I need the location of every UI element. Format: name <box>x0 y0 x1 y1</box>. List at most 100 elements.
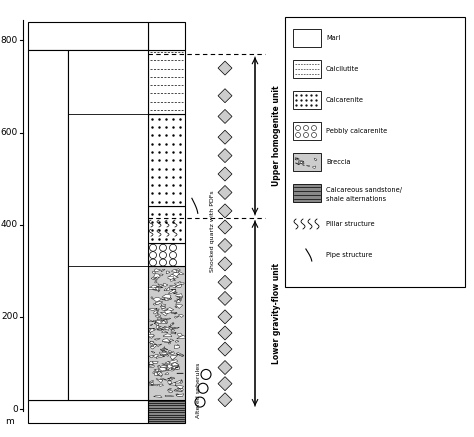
Polygon shape <box>163 347 164 350</box>
Polygon shape <box>218 291 232 305</box>
Polygon shape <box>148 336 155 338</box>
Text: Cacarajícara Formation: Cacarajícara Formation <box>44 174 53 275</box>
Polygon shape <box>175 332 176 334</box>
Bar <box>148 22 185 50</box>
Polygon shape <box>147 366 155 368</box>
Polygon shape <box>155 287 163 288</box>
Polygon shape <box>154 274 160 278</box>
Polygon shape <box>164 319 167 322</box>
Text: Pipe structure: Pipe structure <box>326 252 373 258</box>
Polygon shape <box>167 378 170 379</box>
Bar <box>293 91 321 109</box>
Polygon shape <box>163 334 172 336</box>
Polygon shape <box>154 323 158 326</box>
Polygon shape <box>148 319 154 322</box>
Polygon shape <box>160 349 164 350</box>
Polygon shape <box>172 368 173 370</box>
Polygon shape <box>170 352 174 354</box>
Polygon shape <box>176 284 182 288</box>
Polygon shape <box>176 269 180 271</box>
Polygon shape <box>148 363 154 364</box>
Polygon shape <box>162 368 167 371</box>
Polygon shape <box>150 324 153 326</box>
Polygon shape <box>155 322 156 324</box>
Text: Ancón Formation: Ancón Formation <box>51 31 125 40</box>
Polygon shape <box>154 269 161 272</box>
Polygon shape <box>156 309 159 310</box>
Polygon shape <box>154 311 159 314</box>
Polygon shape <box>156 372 161 376</box>
Polygon shape <box>159 352 167 354</box>
Polygon shape <box>218 257 232 271</box>
Polygon shape <box>157 329 164 330</box>
Polygon shape <box>167 389 172 390</box>
Polygon shape <box>174 380 182 383</box>
Polygon shape <box>172 270 177 272</box>
Polygon shape <box>168 289 176 294</box>
Polygon shape <box>168 350 173 353</box>
Polygon shape <box>168 298 171 300</box>
Polygon shape <box>164 310 172 314</box>
Polygon shape <box>164 335 166 336</box>
Text: 0: 0 <box>12 405 18 413</box>
Polygon shape <box>176 353 184 357</box>
Polygon shape <box>169 391 173 393</box>
Polygon shape <box>158 375 162 377</box>
Bar <box>148 206 185 243</box>
Bar <box>293 184 321 202</box>
Polygon shape <box>218 149 232 163</box>
Polygon shape <box>171 312 174 314</box>
Text: 200: 200 <box>1 312 18 321</box>
Polygon shape <box>314 158 317 161</box>
Polygon shape <box>173 273 180 276</box>
Polygon shape <box>168 368 174 371</box>
Polygon shape <box>148 383 153 385</box>
Polygon shape <box>170 378 173 380</box>
Polygon shape <box>164 326 167 329</box>
Polygon shape <box>150 341 154 346</box>
Polygon shape <box>167 353 170 355</box>
Text: Calcarenite: Calcarenite <box>326 97 364 103</box>
Polygon shape <box>156 286 162 288</box>
Polygon shape <box>179 297 182 299</box>
Polygon shape <box>161 270 165 272</box>
Bar <box>148 50 185 114</box>
Polygon shape <box>168 277 174 279</box>
Polygon shape <box>298 161 302 163</box>
Polygon shape <box>170 279 175 281</box>
Polygon shape <box>160 354 165 356</box>
Polygon shape <box>158 284 164 286</box>
Polygon shape <box>160 319 166 320</box>
Text: Pebbly calcarenite: Pebbly calcarenite <box>326 128 387 134</box>
Polygon shape <box>171 327 179 329</box>
Polygon shape <box>176 294 182 297</box>
Polygon shape <box>165 362 169 364</box>
Polygon shape <box>153 371 158 374</box>
Polygon shape <box>172 356 175 360</box>
Polygon shape <box>164 288 166 291</box>
Polygon shape <box>178 395 182 396</box>
Polygon shape <box>154 369 158 370</box>
Polygon shape <box>175 388 181 391</box>
Polygon shape <box>161 304 166 306</box>
Polygon shape <box>176 394 184 397</box>
Text: Calcilutite: Calcilutite <box>326 66 359 72</box>
Bar <box>28 50 68 400</box>
Polygon shape <box>158 367 166 371</box>
Bar <box>293 122 321 140</box>
Polygon shape <box>151 345 157 349</box>
Bar <box>68 50 148 400</box>
Text: Breccia: Breccia <box>326 159 350 165</box>
Polygon shape <box>177 335 185 339</box>
Polygon shape <box>176 299 180 303</box>
Polygon shape <box>169 339 173 341</box>
Polygon shape <box>154 395 162 397</box>
Polygon shape <box>178 271 184 274</box>
Polygon shape <box>299 160 304 163</box>
Polygon shape <box>153 297 162 302</box>
Polygon shape <box>157 317 162 319</box>
Polygon shape <box>165 373 169 375</box>
Bar <box>293 60 321 78</box>
Polygon shape <box>156 325 161 328</box>
Polygon shape <box>156 356 164 358</box>
